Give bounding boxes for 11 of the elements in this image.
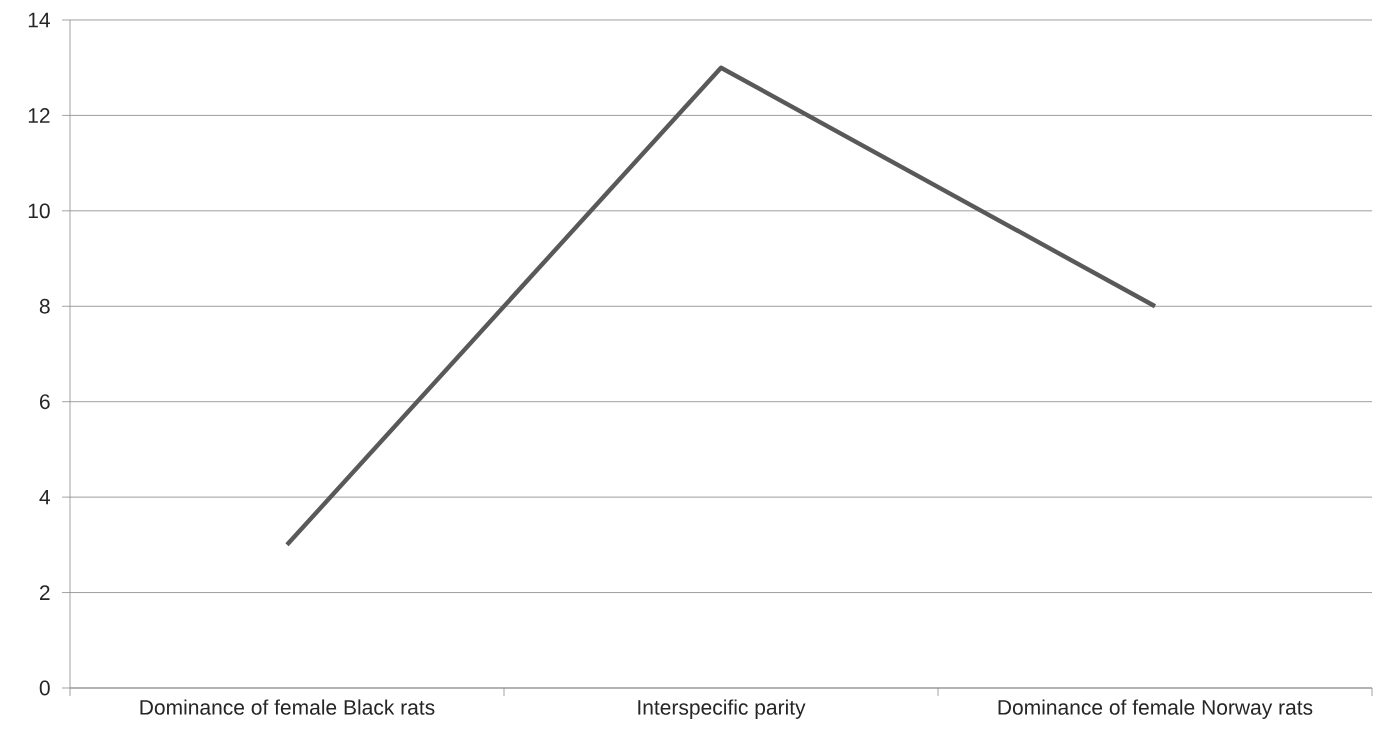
y-tick-label: 0 (39, 680, 50, 696)
y-tick-label: 4 (39, 489, 50, 505)
y-tick-label: 14 (28, 12, 50, 28)
y-tick-label: 6 (39, 394, 50, 410)
x-tick-label: Dominance of female Norway rats (998, 699, 1313, 719)
y-tick-label: 10 (28, 203, 50, 219)
y-tick-label: 12 (28, 108, 50, 123)
x-tick-label: Dominance of female Black rats (140, 699, 435, 715)
y-tick-label: 8 (39, 298, 50, 314)
x-tick-label: Interspecific parity (638, 699, 806, 719)
y-tick-label: 2 (39, 585, 50, 600)
